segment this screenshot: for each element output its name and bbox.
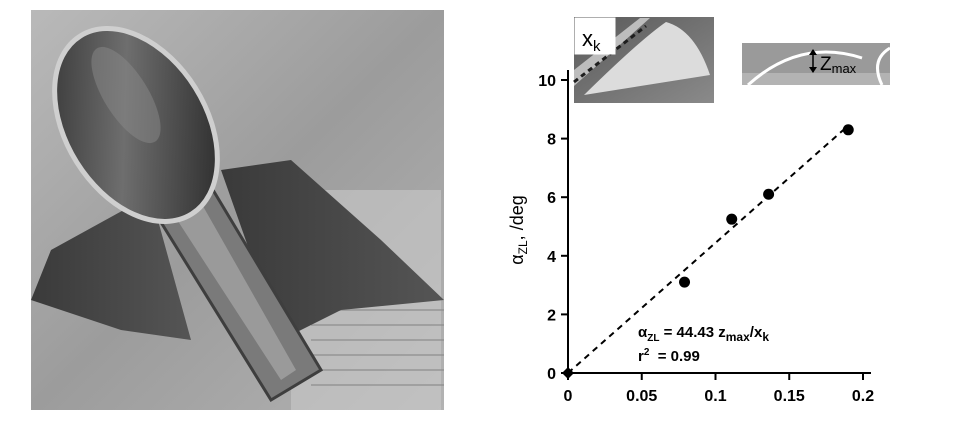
wing-model-photo xyxy=(31,10,444,410)
fuselage-highlight xyxy=(161,185,296,380)
x-tick-label: 0.1 xyxy=(704,388,726,405)
fit-equation: αZL = 44.43 zmax/xk xyxy=(638,324,769,344)
fit-line xyxy=(567,124,849,374)
nose-highlight xyxy=(91,46,161,144)
data-point xyxy=(679,276,691,288)
r-squared: r2 = 0.99 xyxy=(638,347,700,365)
inset-camber-profile: Zmax xyxy=(742,43,891,87)
x-tick-label: 0.15 xyxy=(774,388,805,405)
alpha-vs-zmax-chart: xk Zmax 0 0.05 0.1 0.15 0.2 0 2 4 6 8 10 αZL, /deg… xyxy=(507,17,891,405)
data-points xyxy=(562,124,854,379)
inset-zmax-label: Zmax xyxy=(820,54,857,76)
x-tick-label: 0.05 xyxy=(626,388,657,405)
chart-axes: 0 0.05 0.1 0.15 0.2 0 2 4 6 8 10 xyxy=(538,70,874,405)
y-tick-label: 0 xyxy=(547,366,556,383)
origin-marker xyxy=(562,367,574,379)
data-point xyxy=(726,213,738,225)
data-point xyxy=(842,124,854,136)
data-point xyxy=(763,188,775,200)
left-wing xyxy=(31,195,191,340)
y-tick-label: 8 xyxy=(547,132,556,149)
inset-xk-label: xk xyxy=(582,26,601,55)
y-tick-label: 6 xyxy=(547,190,556,207)
inset-xk-label-box xyxy=(574,17,616,55)
y-tick-label: 2 xyxy=(547,307,556,324)
x-tick-label: 0 xyxy=(564,388,573,405)
y-tick-label: 4 xyxy=(547,249,556,266)
x-tick-label: 0.2 xyxy=(852,388,874,405)
y-tick-label: 10 xyxy=(538,73,556,90)
inset-wing-tip: xk xyxy=(573,17,714,103)
y-axis-label: αZL, /deg xyxy=(507,195,530,264)
